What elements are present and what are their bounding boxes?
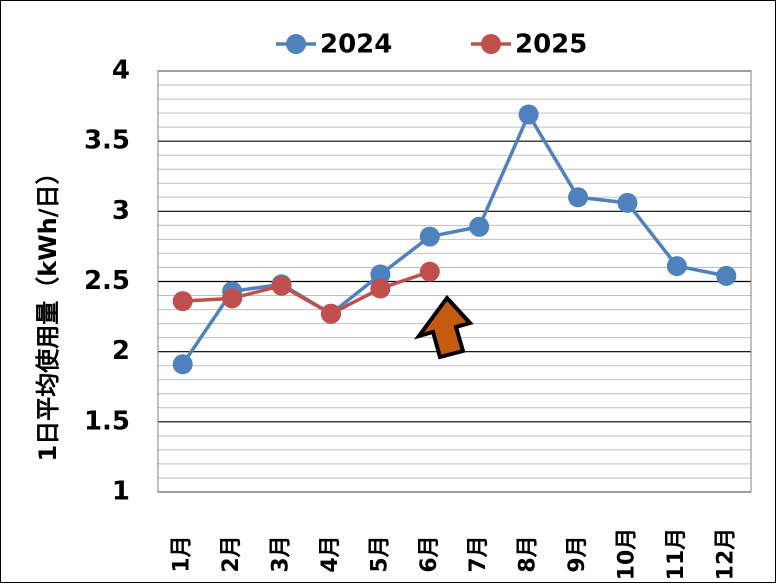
data-point (370, 264, 391, 285)
series-2025 (172, 261, 440, 324)
legend: 2024 2025 (276, 30, 587, 60)
annotations (413, 294, 474, 360)
data-point (271, 275, 292, 296)
x-tick-label: 2月 (219, 535, 244, 572)
legend-label: 2025 (515, 30, 587, 60)
y-tick-label: 3.5 (84, 126, 130, 156)
x-tick-label: 5月 (367, 535, 392, 572)
data-point (617, 192, 638, 213)
legend-item-2024: 2024 (276, 30, 392, 60)
highlight-arrow-icon (413, 294, 474, 360)
y-tick-label: 1 (112, 477, 130, 507)
y-tick-label: 2 (112, 336, 130, 366)
x-tick-label: 11月 (664, 528, 689, 581)
data-point (222, 288, 243, 309)
data-point (419, 261, 440, 282)
data-point (716, 265, 737, 286)
y-tick-label: 1.5 (84, 406, 130, 436)
data-point (172, 354, 193, 375)
data-point (320, 303, 341, 324)
legend-label: 2024 (320, 30, 392, 60)
data-point (568, 187, 589, 208)
data-point (370, 278, 391, 299)
data-point (469, 216, 490, 237)
legend-marker (481, 34, 501, 54)
axes: 1 1.5 2 2.5 3 3.5 4 1月 2月 3月 4月 5月 6月 7月 8月 9月 10月 11月 12月 (84, 56, 738, 581)
x-tick-label: 1月 (170, 535, 195, 572)
x-tick-label: 4月 (318, 535, 343, 572)
plot-border (157, 70, 752, 493)
y-tick-label: 3 (112, 196, 130, 226)
x-tick-label: 12月 (713, 528, 738, 581)
legend-marker (286, 34, 306, 54)
series-lines (172, 104, 737, 375)
x-tick-label: 6月 (417, 535, 442, 572)
y-axis-label: 1日平均使用量（kWh/日） (34, 161, 62, 462)
x-tick-label: 3月 (269, 535, 294, 572)
legend-item-2025: 2025 (471, 30, 587, 60)
grid (157, 70, 752, 493)
y-tick-label: 4 (112, 56, 130, 86)
x-tick-label: 7月 (466, 535, 491, 572)
data-point (518, 104, 539, 125)
data-point (666, 256, 687, 277)
y-tick-label: 2.5 (84, 266, 130, 296)
x-tick-label: 8月 (516, 535, 541, 572)
x-tick-label: 10月 (614, 528, 639, 581)
x-tick-label: 9月 (565, 535, 590, 572)
data-point (172, 291, 193, 312)
data-point (419, 226, 440, 247)
